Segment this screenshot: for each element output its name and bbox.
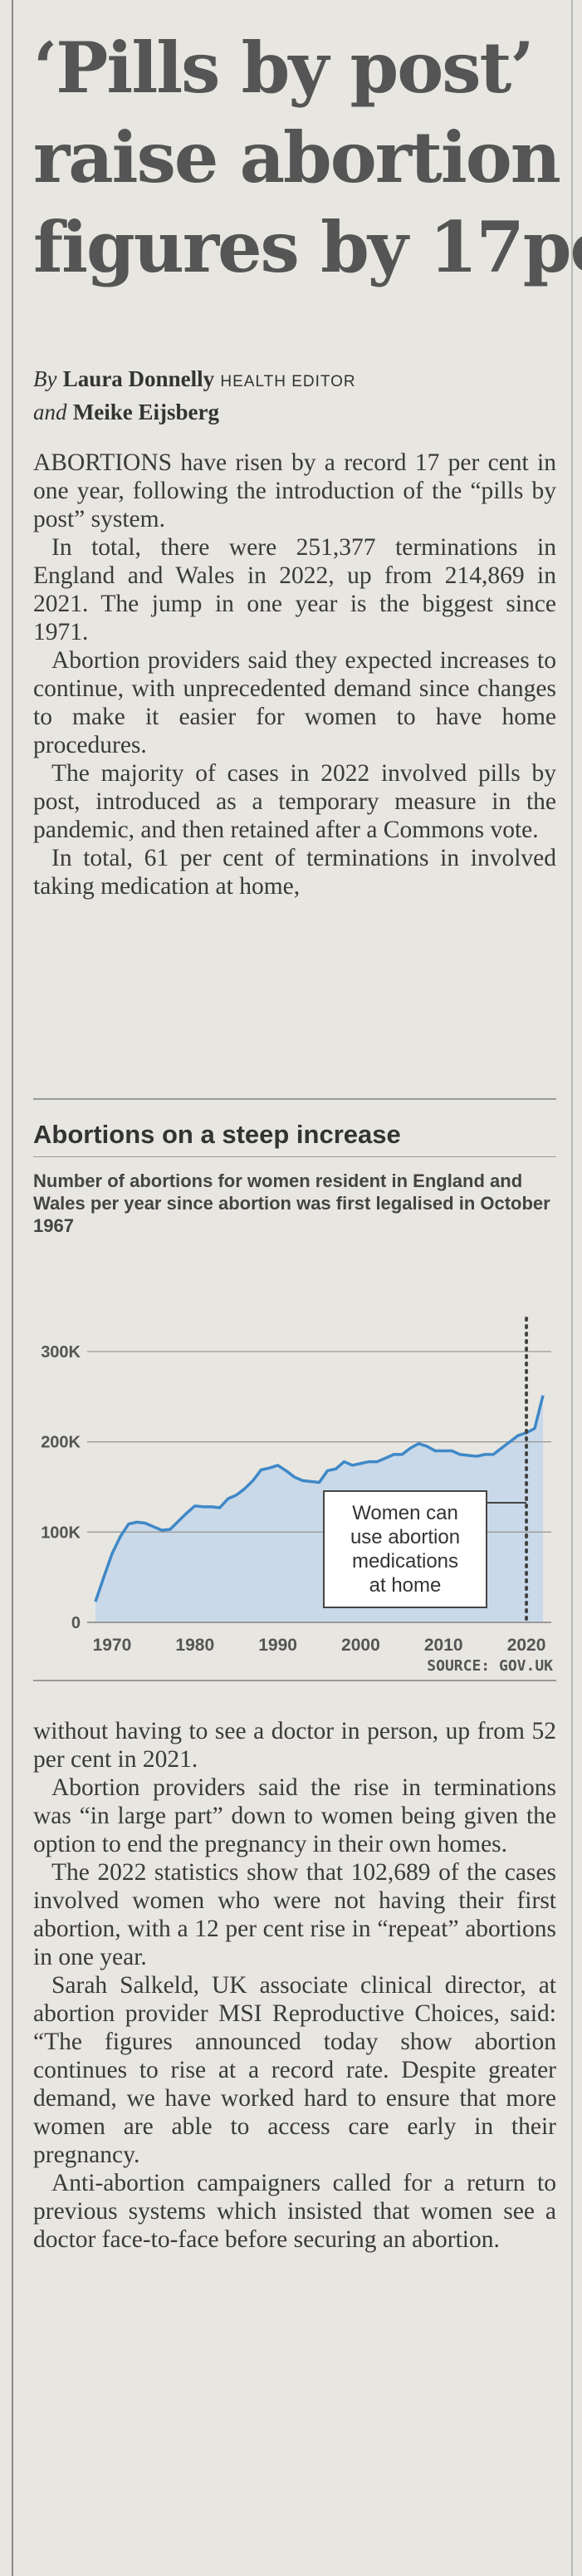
x-tick-label: 2010 xyxy=(424,1636,463,1655)
headline-line-1: ‘Pills by post’ xyxy=(33,27,535,109)
series-line xyxy=(94,1395,545,1602)
paragraph: without having to see a doctor in person… xyxy=(33,1718,556,1773)
x-tick-label: 1970 xyxy=(93,1636,132,1655)
headline-line-3: figures by 17pc xyxy=(33,206,582,288)
paragraph: In total, 61 per cent of terminations in… xyxy=(33,845,556,900)
article-body-bottom: without having to see a doctor in person… xyxy=(33,1717,556,2254)
annotation-text: at home xyxy=(369,1574,442,1597)
author-2: Meike Eijsberg xyxy=(72,400,220,424)
chart-subtitle: Number of abortions for women resident i… xyxy=(33,1170,550,1236)
chart-title-rule xyxy=(33,1156,556,1157)
annotation-text: Women can xyxy=(352,1502,458,1524)
byline-by: By xyxy=(33,366,57,391)
chart-title: Abortions on a steep increase xyxy=(33,1120,401,1149)
paragraph: In total, there were 251,377 termination… xyxy=(33,534,556,645)
chart-bottom-rule xyxy=(33,1680,556,1681)
chart-top-rule xyxy=(33,1098,556,1100)
right-column-rule xyxy=(571,0,573,2576)
y-tick-label: 100K xyxy=(41,1524,81,1542)
paragraph: Abortion providers said they expected in… xyxy=(33,647,556,758)
annotation-text: medications xyxy=(352,1550,458,1573)
y-tick-label: 0 xyxy=(71,1614,81,1632)
author-1: Laura Donnelly xyxy=(62,366,215,391)
author-1-role: HEALTH EDITOR xyxy=(220,373,356,390)
x-tick-label: 1980 xyxy=(175,1636,214,1655)
byline: By Laura Donnelly HEALTH EDITOR and Meik… xyxy=(33,364,556,429)
y-tick-label: 300K xyxy=(41,1343,81,1362)
chart-source: SOURCE: GOV.UK xyxy=(427,1657,553,1675)
headline: ‘Pills by post’ raise abortion figures b… xyxy=(33,23,582,292)
headline-line-2: raise abortion xyxy=(33,116,561,199)
x-tick-label: 1990 xyxy=(258,1636,297,1655)
annotation-box xyxy=(323,1490,487,1608)
left-column-rule xyxy=(12,0,13,2576)
y-tick-label: 200K xyxy=(41,1434,81,1452)
x-tick-label: 2020 xyxy=(507,1636,546,1655)
paragraph: ABORTIONS have risen by a record 17 per … xyxy=(33,449,556,532)
x-tick-label: 2000 xyxy=(341,1636,380,1655)
article-body-top: ABORTIONS have risen by a record 17 per … xyxy=(33,449,556,900)
paragraph: The 2022 statistics show that 102,689 of… xyxy=(33,1859,556,1970)
annotation-text: use abortion xyxy=(350,1526,460,1548)
paragraph: Abortion providers said the rise in term… xyxy=(33,1774,556,1857)
byline-and: and xyxy=(33,400,67,424)
paragraph: Anti-abortion campaigners called for a r… xyxy=(33,2170,556,2253)
paragraph: The majority of cases in 2022 involved p… xyxy=(33,760,556,843)
paragraph: Sarah Salkeld, UK associate clinical dir… xyxy=(33,1972,556,2168)
